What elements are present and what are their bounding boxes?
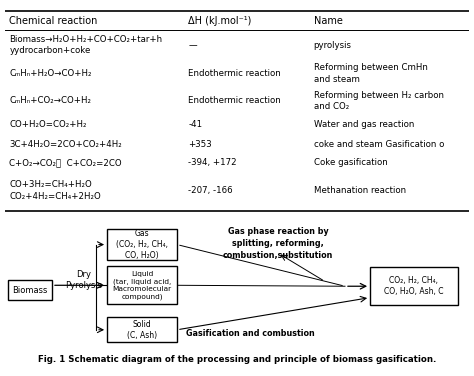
Text: Fig. 1 Schematic diagram of the processing and principle of biomass gasification: Fig. 1 Schematic diagram of the processi… xyxy=(38,355,436,364)
Text: 3C+4H₂O=2CO+CO₂+4H₂: 3C+4H₂O=2CO+CO₂+4H₂ xyxy=(9,140,122,149)
Text: Biomass→H₂O+H₂+CO+CO₂+tar+h
yydrocarbon+coke: Biomass→H₂O+H₂+CO+CO₂+tar+h yydrocarbon+… xyxy=(9,35,163,55)
Text: Gas
(CO₂, H₂, CH₄,
CO, H₂O): Gas (CO₂, H₂, CH₄, CO, H₂O) xyxy=(116,229,168,260)
Text: Reforming between CmHn
and steam: Reforming between CmHn and steam xyxy=(314,63,428,84)
FancyBboxPatch shape xyxy=(370,267,458,305)
Text: Endothermic reaction: Endothermic reaction xyxy=(188,69,281,78)
FancyBboxPatch shape xyxy=(107,229,177,260)
Text: Water and gas reaction: Water and gas reaction xyxy=(314,120,414,129)
Text: Gas phase reaction by
splitting, reforming,
combustion,substitution: Gas phase reaction by splitting, reformi… xyxy=(223,227,333,260)
FancyBboxPatch shape xyxy=(8,280,52,300)
Text: Endothermic reaction: Endothermic reaction xyxy=(188,96,281,105)
Text: —: — xyxy=(188,41,197,50)
Text: CO+3H₂=CH₄+H₂O
CO₂+4H₂=CH₄+2H₂O: CO+3H₂=CH₄+H₂O CO₂+4H₂=CH₄+2H₂O xyxy=(9,180,101,201)
Text: -207, -166: -207, -166 xyxy=(188,186,233,195)
Text: Reforming between H₂ carbon
and CO₂: Reforming between H₂ carbon and CO₂ xyxy=(314,91,444,111)
Text: -394, +172: -394, +172 xyxy=(188,158,237,167)
Text: Liquid
(tar, liquid acid,
Macromolecular
compound): Liquid (tar, liquid acid, Macromolecular… xyxy=(112,271,172,300)
Text: Methanation reaction: Methanation reaction xyxy=(314,186,406,195)
Text: Dry
Pyrolysis: Dry Pyrolysis xyxy=(65,270,102,290)
Text: Chemical reaction: Chemical reaction xyxy=(9,16,98,26)
Text: Gasification and combustion: Gasification and combustion xyxy=(186,329,314,338)
Text: CO+H₂O=CO₂+H₂: CO+H₂O=CO₂+H₂ xyxy=(9,120,87,129)
Text: Coke gasification: Coke gasification xyxy=(314,158,387,167)
Text: Name: Name xyxy=(314,16,343,26)
Text: pyrolysis: pyrolysis xyxy=(314,41,352,50)
Text: CO₂, H₂, CH₄,
CO, H₂O, Ash, C: CO₂, H₂, CH₄, CO, H₂O, Ash, C xyxy=(384,276,444,296)
Text: C+O₂→CO₂，  C+CO₂=2CO: C+O₂→CO₂， C+CO₂=2CO xyxy=(9,158,122,167)
Text: ΔH (kJ.mol⁻¹): ΔH (kJ.mol⁻¹) xyxy=(188,16,252,26)
Text: -41: -41 xyxy=(188,120,202,129)
FancyBboxPatch shape xyxy=(107,266,177,304)
Text: CₘHₙ+H₂O→CO+H₂: CₘHₙ+H₂O→CO+H₂ xyxy=(9,69,92,78)
Text: Solid
(C, Ash): Solid (C, Ash) xyxy=(127,320,157,340)
FancyBboxPatch shape xyxy=(107,317,177,342)
Text: Biomass: Biomass xyxy=(12,285,48,294)
Text: CₘHₙ+CO₂→CO+H₂: CₘHₙ+CO₂→CO+H₂ xyxy=(9,96,91,105)
Text: coke and steam Gasification o: coke and steam Gasification o xyxy=(314,140,444,149)
Text: +353: +353 xyxy=(188,140,212,149)
